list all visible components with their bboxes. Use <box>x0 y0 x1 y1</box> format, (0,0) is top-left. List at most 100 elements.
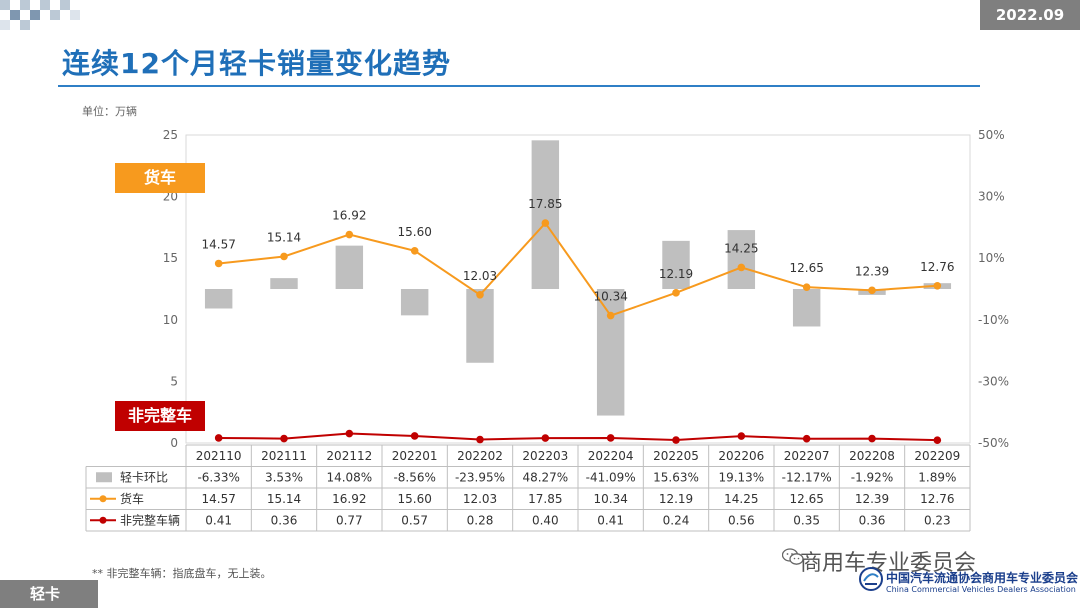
table-cell-value: 0.36 <box>859 513 886 527</box>
table-cell-value: -23.95% <box>455 470 505 484</box>
truck-series-point <box>868 286 876 295</box>
left-axis-tick-label: 5 <box>170 374 178 388</box>
wechat-account-name: 商用车专业委员会 <box>800 551 977 576</box>
truck-series-point <box>280 252 288 261</box>
truck-series-data-label: 12.76 <box>920 260 954 274</box>
incomplete-series-point <box>280 434 288 443</box>
left-axis-tick-label: 25 <box>163 128 178 142</box>
table-cell-value: 15.14 <box>267 492 301 506</box>
table-cell-value: 12.03 <box>463 492 497 506</box>
page-title: 连续12个月轻卡销量变化趋势 <box>62 47 451 80</box>
incomplete-series-point <box>672 436 680 444</box>
table-cell-value: 0.41 <box>205 513 232 527</box>
incomplete-series-point <box>214 434 223 442</box>
section-badge: 轻卡 <box>0 580 98 608</box>
legend-series-name: 非完整车辆 <box>120 512 180 527</box>
truck-series-data-label: 14.25 <box>724 241 758 255</box>
truck-series-tag: 货车 <box>115 163 205 193</box>
incomplete-series-point <box>737 432 746 440</box>
right-axis-tick-label: -30% <box>978 374 1009 388</box>
incomplete-series-point <box>933 436 942 444</box>
table-cell-value: 12.76 <box>920 492 954 506</box>
right-axis-tick-label: 50% <box>978 128 1005 142</box>
truck-series-point <box>672 289 680 297</box>
table-cell-value: -8.56% <box>393 470 435 484</box>
truck-series-point <box>606 311 615 320</box>
mom-change-bar <box>466 289 494 363</box>
incomplete-series-point <box>802 434 811 443</box>
table-cell-value: 0.28 <box>467 513 494 527</box>
truck-series-data-label: 14.57 <box>201 237 235 251</box>
title-divider <box>58 85 980 87</box>
truck-series-data-label: 12.03 <box>463 269 497 283</box>
table-cell-value: 0.36 <box>271 513 298 527</box>
truck-series-line <box>218 221 938 317</box>
unit-label: 单位：万辆 <box>82 105 137 118</box>
x-axis-category-label: 202203 <box>522 449 568 463</box>
incomplete-series-point <box>345 429 354 438</box>
x-axis-category-label: 202111 <box>261 449 307 463</box>
truck-series-data-label: 10.34 <box>593 290 627 304</box>
table-cell-value: 0.77 <box>336 513 363 527</box>
legend-swatch-bar <box>96 472 112 483</box>
table-cell-value: 48.27% <box>522 470 568 484</box>
right-axis-tick-label: 30% <box>978 190 1005 204</box>
table-cell-value: 19.13% <box>718 470 764 484</box>
table-cell-value: 12.65 <box>789 492 823 506</box>
table-cell-value: -6.33% <box>197 470 239 484</box>
incomplete-series-point <box>476 435 484 444</box>
mom-change-bar <box>727 230 756 289</box>
truck-series-point <box>410 247 419 255</box>
mom-change-bar <box>596 289 625 416</box>
cvda-logo-icon <box>859 567 883 591</box>
mom-change-bar <box>335 245 364 289</box>
mom-change-bar <box>531 140 560 289</box>
truck-series-data-label: 16.92 <box>332 209 366 223</box>
x-axis-category-label: 202202 <box>457 449 503 463</box>
truck-series-point <box>345 230 354 239</box>
left-axis-tick-label: 20 <box>163 190 178 204</box>
wechat-icon <box>782 548 804 565</box>
truck-series-data-label: 15.14 <box>267 230 301 244</box>
table-cell-value: 17.85 <box>528 492 562 506</box>
x-axis-category-label: 202208 <box>849 449 895 463</box>
table-cell-value: 16.92 <box>332 492 366 506</box>
mom-change-bar <box>662 240 690 289</box>
report-date-badge: 2022.09 <box>980 0 1080 30</box>
truck-series-point <box>476 290 484 299</box>
incomplete-series-line <box>218 432 938 442</box>
mom-change-bar <box>204 289 233 309</box>
legend-swatch-point <box>99 495 107 503</box>
incomplete-series-point <box>410 432 419 440</box>
mom-change-bar <box>400 289 429 316</box>
table-cell-value: 10.34 <box>593 492 627 506</box>
legend-swatch-point <box>99 516 107 524</box>
legend-series-name: 轻卡环比 <box>120 470 168 484</box>
table-cell-value: 12.19 <box>659 492 693 506</box>
x-axis-category-label: 202209 <box>914 449 960 463</box>
truck-series-point <box>214 259 223 268</box>
mom-change-bar <box>270 278 298 289</box>
left-axis-tick-label: 10 <box>163 313 178 327</box>
footnote: ** 非完整车辆：指底盘车，无上装。 <box>92 567 272 580</box>
truck-series-data-label: 12.19 <box>659 267 693 281</box>
incomplete-vehicle-series-tag: 非完整车 <box>115 401 205 431</box>
truck-series-data-label: 12.65 <box>789 261 823 275</box>
table-cell-value: 15.60 <box>397 492 431 506</box>
x-axis-category-label: 202201 <box>392 449 438 463</box>
right-axis-tick-label: -50% <box>978 436 1009 450</box>
truck-series-point <box>933 281 942 290</box>
x-axis-category-label: 202110 <box>196 449 242 463</box>
table-cell-value: 14.57 <box>201 492 235 506</box>
x-axis-category-label: 202204 <box>588 449 634 463</box>
table-cell-value: 3.53% <box>265 470 303 484</box>
table-cell-value: 12.39 <box>855 492 889 506</box>
plot-area-frame <box>185 134 971 444</box>
decorative-checker-pattern <box>0 0 80 30</box>
table-cell-value: 14.25 <box>724 492 758 506</box>
table-cell-value: 0.41 <box>597 513 624 527</box>
truck-series-point <box>802 283 811 291</box>
right-axis-tick-label: -10% <box>978 313 1009 327</box>
truck-series-data-label: 17.85 <box>528 197 562 211</box>
incomplete-series-point <box>541 434 550 442</box>
